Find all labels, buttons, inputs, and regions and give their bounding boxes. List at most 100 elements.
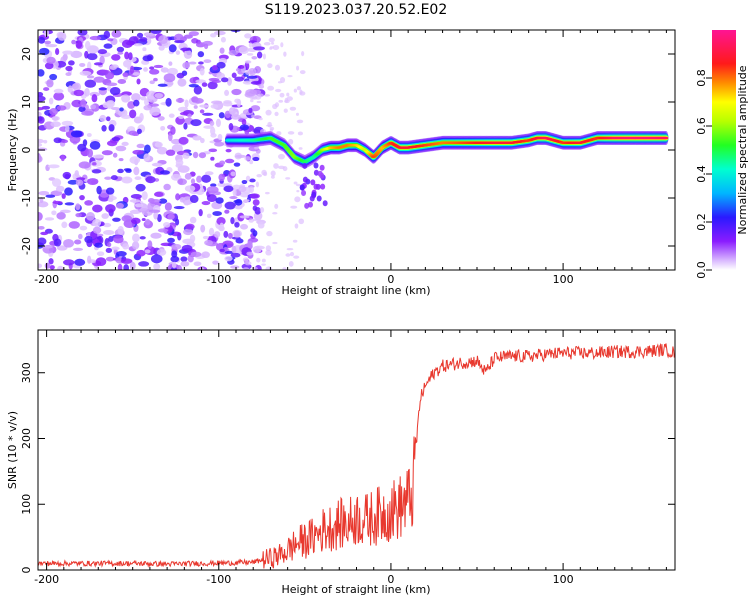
noise-blob — [230, 114, 241, 120]
noise-blob — [221, 77, 229, 83]
noise-blob — [231, 88, 242, 96]
noise-blob — [264, 94, 270, 97]
noise-blob — [131, 93, 141, 102]
noise-blob — [129, 261, 136, 270]
noise-blob — [87, 148, 94, 158]
noise-blob — [175, 158, 184, 167]
spectrogram-y-tick-label: -10 — [20, 189, 33, 207]
noise-blob — [214, 141, 225, 147]
noise-blob — [232, 188, 237, 197]
noise-blob — [164, 202, 172, 211]
noise-blob — [223, 230, 229, 238]
spectrogram-y-tick-label: -20 — [20, 237, 33, 255]
noise-blob — [113, 235, 124, 244]
noise-blob — [234, 221, 240, 228]
noise-blob — [43, 87, 50, 91]
noise-blob — [200, 137, 205, 144]
noise-blob — [210, 100, 223, 105]
noise-blob — [84, 235, 93, 244]
noise-blob — [166, 81, 174, 86]
noise-blob — [38, 138, 44, 144]
noise-blob — [44, 262, 51, 269]
noise-blob — [178, 115, 184, 119]
noise-blob — [274, 111, 279, 117]
noise-blob — [286, 96, 293, 101]
noise-blob — [91, 94, 98, 103]
noise-blob — [74, 170, 79, 177]
noise-blob — [223, 185, 234, 193]
noise-blob — [158, 35, 169, 45]
noise-blob — [134, 176, 142, 181]
noise-blob — [274, 102, 280, 108]
noise-blob — [246, 53, 254, 56]
ridge-tail — [302, 162, 308, 169]
noise-blob — [59, 209, 71, 214]
noise-blob — [149, 106, 161, 116]
noise-blob — [148, 209, 161, 213]
colorbar-tick-label: 0.2 — [695, 213, 708, 231]
noise-blob — [101, 213, 109, 219]
noise-blob — [48, 258, 54, 265]
noise-blob — [55, 185, 65, 192]
noise-blob — [51, 210, 57, 216]
noise-blob — [93, 62, 103, 66]
noise-blob — [251, 266, 258, 270]
noise-blob — [136, 143, 145, 149]
noise-blob — [239, 215, 250, 219]
noise-blob — [117, 168, 124, 174]
noise-blob — [38, 92, 44, 97]
noise-blob — [203, 59, 212, 64]
noise-blob — [295, 183, 301, 187]
noise-blob — [293, 255, 300, 259]
noise-blob — [76, 177, 86, 181]
noise-blob — [43, 139, 48, 144]
noise-blob — [299, 91, 306, 96]
noise-blob — [75, 40, 83, 49]
noise-blob — [224, 89, 230, 97]
noise-blob — [190, 251, 202, 258]
noise-blob — [61, 221, 68, 229]
noise-blob — [211, 64, 219, 71]
noise-blob — [270, 170, 276, 177]
noise-blob — [112, 217, 121, 222]
noise-blob — [150, 254, 163, 264]
noise-blob — [99, 55, 105, 65]
noise-blob — [224, 209, 230, 214]
noise-blob — [210, 156, 215, 161]
noise-blob — [278, 153, 285, 160]
noise-blob — [154, 141, 163, 148]
noise-blob — [165, 149, 176, 156]
noise-blob — [255, 181, 260, 188]
noise-blob — [261, 263, 266, 266]
noise-blob — [103, 229, 115, 235]
noise-blob — [280, 42, 284, 48]
noise-blob — [91, 169, 102, 174]
noise-blob — [132, 149, 144, 155]
noise-blob — [257, 93, 264, 98]
noise-blob — [143, 105, 152, 111]
noise-blob — [147, 240, 153, 250]
noise-blob — [204, 43, 209, 50]
noise-blob — [149, 66, 155, 70]
noise-blob — [84, 87, 90, 97]
noise-blob — [180, 261, 190, 267]
noise-blob — [62, 171, 72, 179]
noise-blob — [131, 209, 138, 214]
noise-blob — [92, 154, 105, 159]
noise-blob — [288, 261, 294, 267]
noise-blob — [132, 72, 141, 76]
ridge-tail — [302, 176, 308, 183]
noise-blob — [71, 83, 79, 90]
noise-blob — [142, 47, 147, 52]
noise-blob — [44, 62, 54, 70]
noise-blob — [182, 62, 191, 69]
noise-blob — [130, 217, 141, 225]
noise-blob — [68, 221, 80, 229]
noise-blob — [61, 193, 66, 199]
noise-blob — [143, 67, 148, 72]
noise-blob — [139, 112, 144, 122]
noise-blob — [209, 120, 215, 126]
noise-blob — [267, 63, 273, 69]
ridge-tail — [313, 183, 319, 190]
